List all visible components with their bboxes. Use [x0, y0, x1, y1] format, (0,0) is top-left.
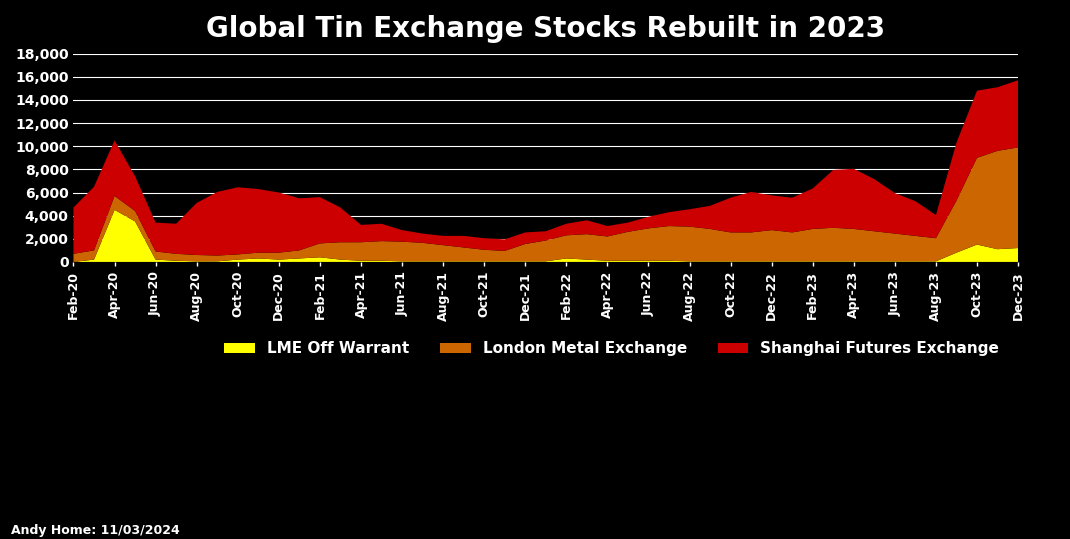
Text: Andy Home: 11/03/2024: Andy Home: 11/03/2024	[11, 523, 180, 537]
Title: Global Tin Exchange Stocks Rebuilt in 2023: Global Tin Exchange Stocks Rebuilt in 20…	[207, 15, 885, 43]
Legend: LME Off Warrant, London Metal Exchange, Shanghai Futures Exchange: LME Off Warrant, London Metal Exchange, …	[218, 335, 1006, 363]
